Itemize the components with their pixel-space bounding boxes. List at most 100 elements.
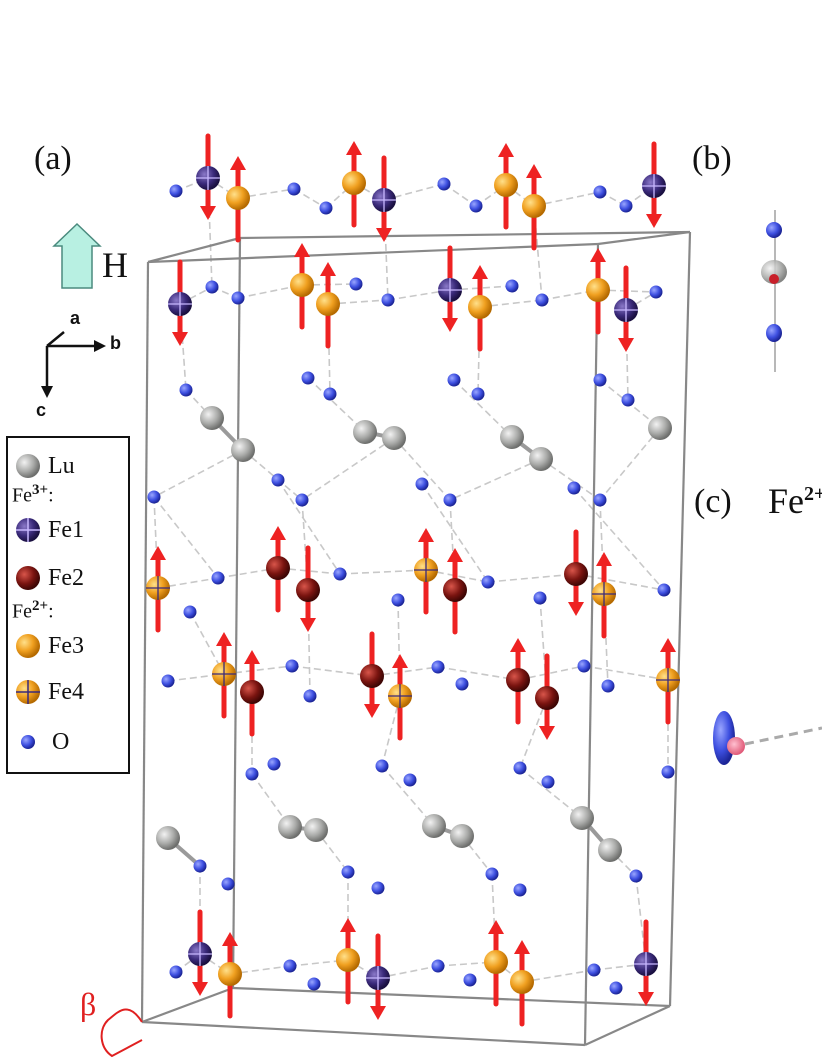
lu-atom	[156, 826, 180, 850]
bond-line	[491, 873, 497, 963]
fe3-atom	[226, 186, 250, 210]
cell-edge	[597, 230, 691, 246]
oxygen-atom	[593, 373, 607, 387]
panel-c-oxygen-ellipsoid	[713, 711, 735, 765]
oxygen-atom	[287, 182, 301, 196]
legend-header-fe2plus-base: Fe	[12, 600, 32, 623]
cell-edge	[147, 236, 241, 264]
axis-label-a: a	[70, 308, 81, 328]
cell-edge	[141, 986, 234, 1024]
legend-label-fe2: Fe2	[48, 564, 84, 591]
oxygen-atom	[535, 293, 549, 307]
bond-line	[153, 449, 244, 498]
oxygen-atom	[295, 493, 309, 507]
oxygen-atom	[657, 583, 671, 597]
fe3-atom	[494, 173, 518, 197]
spin-arrowhead-icon	[294, 243, 310, 257]
lu-atom	[648, 416, 672, 440]
spin-arrowhead-icon	[172, 332, 188, 346]
oxygen-atom	[649, 285, 663, 299]
fe3-atom	[316, 292, 340, 316]
oxygen-atom	[391, 593, 405, 607]
bond-line	[393, 437, 451, 501]
fe3-atom	[290, 273, 314, 297]
fe4-sphere-icon	[16, 680, 40, 704]
bond-line	[597, 289, 657, 293]
oxygen-atom	[415, 477, 429, 491]
spin-arrowhead-icon	[447, 548, 463, 562]
oxygen-atom	[471, 387, 485, 401]
legend-label-fe3: Fe3	[48, 632, 84, 659]
spin-arrowhead-icon	[300, 618, 316, 632]
panel-b-oxygen-bottom	[766, 324, 782, 342]
oxygen-atom	[283, 959, 297, 973]
lu-atom	[598, 838, 622, 862]
oxygen-atom	[619, 199, 633, 213]
panel-bc-fragments	[41, 210, 822, 1058]
bond-line	[573, 487, 665, 591]
bond-line	[449, 499, 456, 591]
bond-line	[377, 965, 439, 979]
spin-arrowhead-icon	[568, 602, 584, 616]
oxygen-atom	[303, 689, 317, 703]
bond-line	[301, 437, 395, 501]
oxygen-atom	[301, 371, 315, 385]
spin-arrowhead-icon	[376, 228, 392, 242]
oxygen-atom	[469, 199, 483, 213]
spin-arrowhead-icon	[150, 546, 166, 560]
spin-arrowhead-icon	[370, 1006, 386, 1020]
fe2-atom	[240, 680, 264, 704]
cell-edge	[231, 237, 242, 989]
legend-label-fe1: Fe1	[48, 516, 84, 543]
lu-atom	[200, 406, 224, 430]
fe2-atom	[535, 686, 559, 710]
bond-line	[421, 483, 489, 583]
fe3-sphere-icon	[16, 634, 40, 658]
fe1-sphere-icon	[16, 518, 40, 542]
oxygen-atom	[267, 757, 281, 771]
oxygen-atom	[161, 674, 175, 688]
spin-arrowhead-icon	[270, 526, 286, 540]
oxygen-atom	[179, 383, 193, 397]
bond-line	[521, 969, 595, 983]
spin-arrowhead-icon	[320, 262, 336, 276]
legend-label-fe4: Fe4	[48, 678, 84, 705]
beta-angle-label: β	[80, 986, 97, 1022]
legend-header-fe3plus-base: Fe	[12, 484, 32, 507]
bond-line	[593, 963, 647, 971]
oxygen-atom	[443, 493, 457, 507]
fe3-atom	[342, 171, 366, 195]
panel-label-c: (c)	[694, 483, 732, 520]
lu-atom	[422, 814, 446, 838]
lu-atom	[570, 806, 594, 830]
bond-line	[153, 496, 219, 579]
oxygen-atom	[323, 387, 337, 401]
spin-arrowhead-icon	[392, 654, 408, 668]
oxygen-atom	[447, 373, 461, 387]
oxygen-atom	[371, 881, 385, 895]
spin-arrowhead-icon	[596, 552, 612, 566]
legend-item-fe1: Fe1	[8, 516, 84, 544]
bond-line	[381, 765, 435, 827]
bond-line	[157, 577, 219, 589]
spin-arrowhead-icon	[646, 214, 662, 228]
bond-line	[153, 496, 159, 589]
legend-header-fe3plus: Fe3+:	[12, 482, 54, 508]
field-arrow-icon	[52, 222, 102, 289]
fe3-atom	[484, 950, 508, 974]
cell-edge	[239, 230, 691, 240]
bond-line	[449, 458, 542, 501]
bond-line	[242, 449, 303, 501]
bond-line	[301, 499, 309, 591]
bond-line	[381, 695, 401, 767]
oxygen-atom	[593, 185, 607, 199]
oxygen-atom	[193, 859, 207, 873]
spin-arrowhead-icon	[526, 164, 542, 178]
fe2-atom	[443, 578, 467, 602]
beta-angle-arc	[100, 1008, 143, 1058]
bond-line	[453, 379, 513, 438]
oxygen-atom	[183, 605, 197, 619]
legend-label-o: O	[52, 728, 70, 755]
panel-c-bond-line	[744, 726, 822, 746]
cell-edge	[147, 242, 599, 264]
